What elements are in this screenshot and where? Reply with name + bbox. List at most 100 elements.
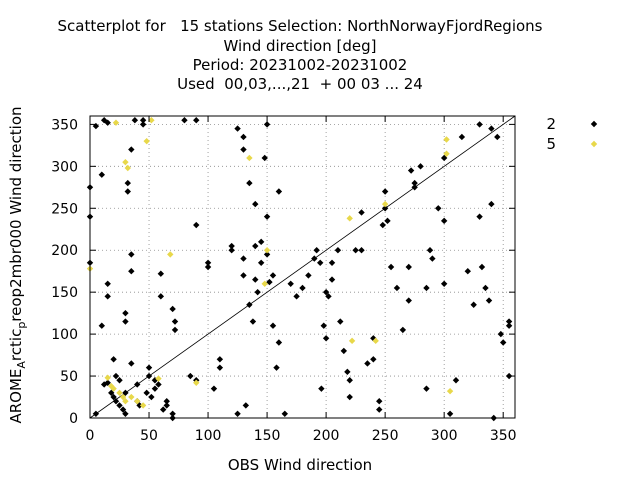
data-point bbox=[435, 205, 442, 212]
data-point bbox=[440, 280, 448, 287]
data-point bbox=[499, 339, 507, 346]
data-point bbox=[393, 284, 401, 292]
data-point bbox=[171, 318, 179, 325]
data-point bbox=[257, 259, 265, 267]
data-point bbox=[216, 356, 224, 363]
data-point bbox=[417, 163, 424, 170]
grid-layer bbox=[90, 116, 515, 418]
data-point bbox=[372, 337, 379, 345]
legend-label: 2 bbox=[546, 115, 556, 133]
data-point bbox=[346, 215, 353, 222]
x-tick-label: 200 bbox=[313, 428, 340, 444]
data-point bbox=[488, 125, 495, 132]
data-point bbox=[119, 406, 127, 413]
data-point bbox=[155, 381, 162, 388]
data-point bbox=[346, 393, 353, 401]
data-point bbox=[100, 381, 108, 388]
data-point bbox=[139, 121, 147, 128]
legend-marker bbox=[590, 140, 598, 148]
data-point bbox=[263, 213, 271, 220]
data-point bbox=[476, 213, 483, 220]
x-tick-label: 300 bbox=[431, 428, 458, 444]
data-point bbox=[246, 179, 253, 187]
data-point bbox=[124, 164, 131, 172]
data-point bbox=[364, 360, 371, 367]
data-point bbox=[325, 293, 332, 300]
data-point bbox=[112, 119, 120, 126]
data-point bbox=[104, 374, 111, 381]
data-point bbox=[193, 379, 200, 386]
data-point bbox=[273, 364, 280, 371]
data-point bbox=[242, 402, 250, 409]
data-point bbox=[254, 288, 261, 296]
data-point bbox=[171, 326, 179, 334]
data-point bbox=[122, 318, 129, 325]
y-tick-label: 300 bbox=[51, 159, 78, 175]
data-point bbox=[476, 121, 483, 128]
data-point bbox=[275, 188, 283, 195]
data-point bbox=[169, 410, 176, 418]
data-point bbox=[167, 251, 174, 258]
data-point bbox=[122, 158, 129, 166]
data-point bbox=[379, 221, 386, 229]
data-point bbox=[446, 387, 454, 395]
data-point bbox=[346, 377, 353, 384]
data-point bbox=[145, 364, 153, 371]
data-point bbox=[157, 293, 165, 300]
data-point bbox=[246, 301, 253, 308]
data-point bbox=[320, 322, 327, 329]
x-tick-label: 50 bbox=[140, 428, 158, 444]
data-point bbox=[98, 171, 106, 178]
data-point bbox=[110, 385, 117, 392]
data-point bbox=[287, 280, 294, 287]
data-point bbox=[497, 330, 505, 338]
data-point bbox=[411, 179, 418, 187]
data-point bbox=[240, 255, 247, 262]
legend-label: 5 bbox=[546, 135, 556, 153]
data-point bbox=[104, 293, 111, 300]
data-point bbox=[159, 406, 167, 413]
data-point bbox=[148, 393, 155, 401]
data-point bbox=[193, 116, 200, 124]
data-point bbox=[293, 293, 300, 300]
data-point bbox=[344, 368, 351, 376]
data-point bbox=[423, 284, 430, 292]
data-point bbox=[399, 326, 407, 334]
data-point bbox=[269, 272, 277, 279]
data-point bbox=[443, 150, 450, 157]
data-point bbox=[266, 278, 273, 286]
y-label-suffix: reop2mbr000 Wind direction bbox=[7, 106, 25, 321]
data-point bbox=[92, 410, 100, 418]
data-point bbox=[348, 337, 356, 345]
data-point bbox=[337, 318, 344, 325]
x-tick-label: 150 bbox=[254, 428, 281, 444]
data-point bbox=[429, 255, 436, 262]
data-point bbox=[187, 372, 194, 380]
data-point bbox=[482, 284, 489, 292]
data-point bbox=[328, 259, 336, 267]
data-point bbox=[163, 398, 170, 405]
legend: 25 bbox=[546, 115, 598, 153]
y-tick-label: 200 bbox=[51, 243, 78, 259]
data-point bbox=[281, 410, 288, 418]
data-point bbox=[128, 251, 135, 258]
data-point bbox=[505, 322, 513, 329]
data-point bbox=[116, 377, 123, 384]
data-point bbox=[269, 322, 277, 329]
y-tick-label: 250 bbox=[51, 201, 78, 217]
x-tick-label: 250 bbox=[372, 428, 399, 444]
data-point bbox=[405, 263, 412, 271]
plot-frame bbox=[89, 115, 516, 419]
data-point bbox=[249, 318, 257, 325]
data-point bbox=[124, 188, 131, 195]
data-point bbox=[328, 276, 336, 283]
data-point bbox=[358, 209, 365, 216]
data-point bbox=[305, 272, 312, 279]
data-point bbox=[352, 247, 359, 254]
data-point bbox=[275, 339, 283, 346]
data-point bbox=[193, 221, 200, 229]
data-point bbox=[134, 398, 141, 405]
data-point bbox=[116, 402, 123, 409]
data-point bbox=[181, 116, 188, 124]
data-point bbox=[122, 410, 129, 418]
